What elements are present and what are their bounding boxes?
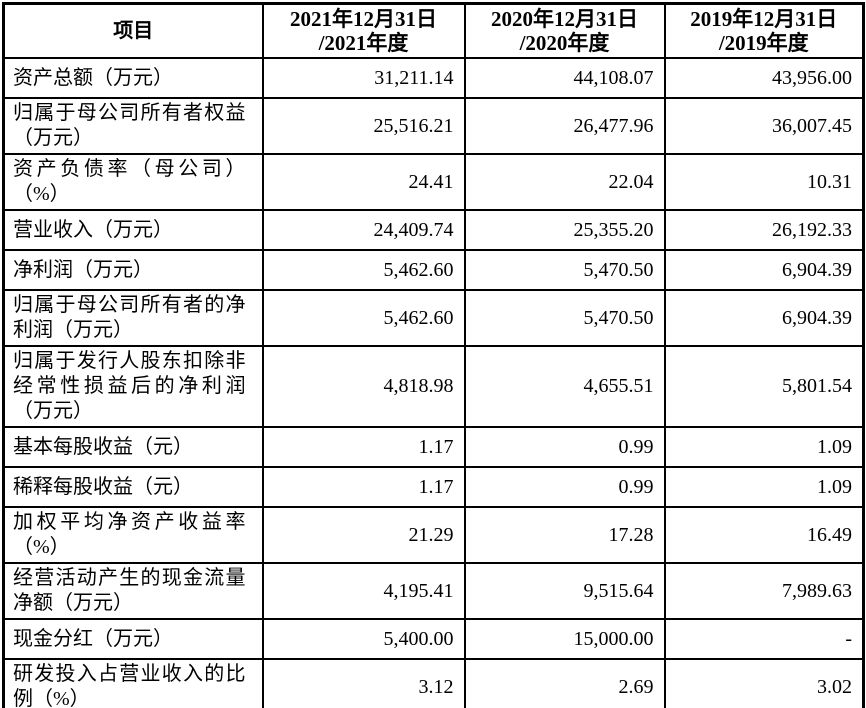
- value-cell: 0.99: [463, 426, 666, 468]
- value-cell: 4,818.98: [261, 345, 466, 428]
- value-cell: 5,801.54: [663, 345, 865, 428]
- value-cell: 24,409.74: [261, 209, 466, 251]
- row-label: 现金分红（万元）: [2, 618, 264, 660]
- table-body: 资产总额（万元） 31,211.14 44,108.07 43,956.00 归属于母公…: [2, 57, 865, 708]
- table-row: 资产负债率（母公司）（%） 24.41 22.04 10.31: [2, 153, 865, 211]
- row-label: 加权平均净资产收益率（%）: [2, 506, 264, 564]
- table-row: 现金分红（万元） 5,400.00 15,000.00-: [2, 618, 865, 660]
- row-label: 基本每股收益（元）: [2, 426, 264, 468]
- value-cell: 36,007.45: [663, 97, 865, 155]
- row-label: 资产负债率（母公司）（%）: [2, 153, 264, 211]
- value-cell: 5,462.60: [261, 289, 466, 347]
- value-cell: 21.29: [261, 506, 466, 564]
- row-label: 归属于母公司所有者权益（万元）: [2, 97, 264, 155]
- table-row: 基本每股收益（元） 1.17 0.99 1.09: [2, 426, 865, 468]
- value-cell: 5,470.50: [463, 289, 666, 347]
- value-cell: 2.69: [463, 658, 666, 708]
- value-cell: 25,516.21: [261, 97, 466, 155]
- value-cell: 43,956.00: [663, 57, 865, 99]
- table-row: 营业收入（万元） 24,409.74 25,355.20 26,192.33: [2, 209, 865, 251]
- header-period-2019: 2019年12月31日 /2019年度: [663, 2, 865, 59]
- value-cell: 15,000.00: [463, 618, 666, 660]
- table-row: 归属于母公司所有者的净利润（万元） 5,462.60 5,470.50 6,904.3…: [2, 289, 865, 347]
- value-cell: 31,211.14: [261, 57, 466, 99]
- row-label: 研发投入占营业收入的比例（%）: [2, 658, 264, 708]
- table-row: 稀释每股收益（元） 1.17 0.99 1.09: [2, 466, 865, 508]
- value-cell: 1.09: [663, 466, 865, 508]
- value-cell: 24.41: [261, 153, 466, 211]
- table-row: 加权平均净资产收益率（%） 21.29 17.28 16.49: [2, 506, 865, 564]
- value-cell: 6,904.39: [663, 249, 865, 291]
- value-cell: 3.12: [261, 658, 466, 708]
- value-cell: 7,989.63: [663, 562, 865, 620]
- value-cell: 5,400.00: [261, 618, 466, 660]
- header-row: 项目 2021年12月31日 /2021年度 2020年12月31日 /2020…: [2, 2, 865, 59]
- value-cell: 1.17: [261, 426, 466, 468]
- row-label: 营业收入（万元）: [2, 209, 264, 251]
- row-label: 资产总额（万元）: [2, 57, 264, 99]
- value-cell: 1.17: [261, 466, 466, 508]
- row-label: 归属于发行人股东扣除非经常性损益后的净利润（万元）: [2, 345, 264, 428]
- table-row: 资产总额（万元） 31,211.14 44,108.07 43,956.00: [2, 57, 865, 99]
- value-cell: 5,470.50: [463, 249, 666, 291]
- table-row: 研发投入占营业收入的比例（%） 3.12 2.69 3.02: [2, 658, 865, 708]
- value-cell: 16.49: [663, 506, 865, 564]
- row-label: 净利润（万元）: [2, 249, 264, 291]
- value-cell: 44,108.07: [463, 57, 666, 99]
- value-cell: 26,477.96: [463, 97, 666, 155]
- value-cell: 9,515.64: [463, 562, 666, 620]
- table-row: 归属于发行人股东扣除非经常性损益后的净利润（万元） 4,818.98 4,655.5…: [2, 345, 865, 428]
- value-cell: 4,655.51: [463, 345, 666, 428]
- header-item: 项目: [2, 2, 264, 59]
- value-cell: 5,462.60: [261, 249, 466, 291]
- value-cell: 25,355.20: [463, 209, 666, 251]
- row-label: 经营活动产生的现金流量净额（万元）: [2, 562, 264, 620]
- header-period-2021: 2021年12月31日 /2021年度: [261, 2, 466, 59]
- value-cell: 0.99: [463, 466, 666, 508]
- row-label: 稀释每股收益（元）: [2, 466, 264, 508]
- row-label: 归属于母公司所有者的净利润（万元）: [2, 289, 264, 347]
- value-cell: 4,195.41: [261, 562, 466, 620]
- value-cell: 3.02: [663, 658, 865, 708]
- value-cell: -: [663, 618, 865, 660]
- value-cell: 17.28: [463, 506, 666, 564]
- table-row: 经营活动产生的现金流量净额（万元） 4,195.41 9,515.64 7,989.6…: [2, 562, 865, 620]
- value-cell: 6,904.39: [663, 289, 865, 347]
- value-cell: 22.04: [463, 153, 666, 211]
- header-period-2020: 2020年12月31日 /2020年度: [463, 2, 666, 59]
- table-row: 净利润（万元） 5,462.60 5,470.50 6,904.39: [2, 249, 865, 291]
- value-cell: 1.09: [663, 426, 865, 468]
- value-cell: 26,192.33: [663, 209, 865, 251]
- value-cell: 10.31: [663, 153, 865, 211]
- table-row: 归属于母公司所有者权益（万元） 25,516.21 26,477.96 36,007.…: [2, 97, 865, 155]
